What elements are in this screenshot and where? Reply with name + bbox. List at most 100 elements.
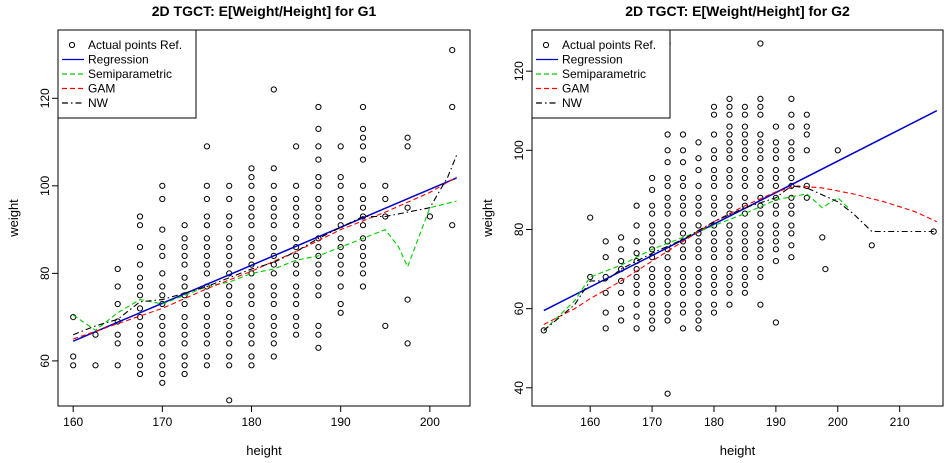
data-point — [757, 238, 764, 245]
data-point — [293, 204, 300, 211]
data-point — [315, 143, 322, 150]
data-point — [726, 95, 733, 103]
data-point — [726, 182, 733, 189]
data-point — [633, 266, 640, 273]
data-point — [695, 273, 702, 281]
data-point — [649, 230, 656, 237]
data-point — [664, 159, 671, 166]
data-point — [359, 204, 367, 211]
data-point — [649, 202, 656, 209]
data-point — [359, 283, 367, 290]
data-point — [226, 314, 233, 321]
data-point — [159, 252, 166, 259]
data-point — [226, 235, 233, 242]
data-point — [248, 195, 255, 203]
data-point — [664, 222, 671, 229]
data-point — [602, 309, 609, 316]
data-point — [679, 266, 687, 273]
data-point — [618, 258, 625, 265]
data-point — [136, 292, 144, 299]
data-point — [270, 292, 277, 299]
data-point — [741, 147, 749, 154]
legend-point-symbol — [68, 41, 76, 49]
data-point — [649, 317, 656, 324]
data-point — [772, 174, 780, 182]
data-point — [710, 155, 718, 162]
data-point — [757, 131, 764, 138]
data-point — [114, 340, 121, 347]
data-point — [726, 147, 733, 154]
x-tick-label: 180 — [241, 415, 261, 429]
data-point — [834, 147, 841, 154]
data-point — [203, 300, 210, 308]
data-point — [695, 210, 702, 217]
data-point — [710, 301, 718, 308]
data-point — [741, 194, 749, 201]
data-point — [757, 254, 764, 261]
y-tick-label: 60 — [512, 302, 526, 316]
series-line-nw — [72, 154, 458, 336]
data-point — [181, 261, 188, 268]
data-point — [618, 277, 625, 284]
data-point — [741, 210, 749, 217]
data-point — [203, 235, 210, 242]
data-point — [664, 309, 671, 316]
data-point — [248, 314, 255, 321]
data-point — [602, 289, 609, 296]
data-point — [70, 362, 77, 369]
data-point — [710, 289, 718, 296]
data-point — [226, 213, 233, 220]
data-point — [633, 301, 640, 308]
data-point — [757, 111, 764, 118]
data-point — [337, 300, 344, 308]
data-point — [679, 281, 687, 288]
data-point — [710, 194, 718, 201]
data-point — [293, 331, 300, 338]
data-point — [159, 270, 166, 277]
data-point — [270, 261, 277, 268]
data-point — [679, 273, 687, 281]
data-point — [404, 296, 411, 303]
data-point — [159, 314, 166, 321]
data-point — [788, 123, 795, 130]
data-point — [664, 273, 671, 281]
x-tick-label: 190 — [331, 415, 351, 429]
data-point — [248, 204, 255, 211]
data-point — [159, 331, 166, 338]
data-point — [203, 331, 210, 338]
data-point — [741, 123, 749, 130]
data-point — [710, 238, 718, 245]
data-point — [649, 325, 656, 332]
data-point — [649, 222, 656, 229]
data-point — [633, 238, 640, 245]
data-point — [226, 222, 233, 229]
series-line-semiparametric — [543, 193, 851, 331]
series-line-semiparametric — [72, 200, 457, 331]
data-point — [159, 226, 166, 233]
data-point — [337, 182, 344, 189]
data-point — [868, 242, 875, 249]
data-point — [315, 331, 322, 338]
data-point — [695, 246, 702, 253]
data-point — [757, 301, 764, 308]
data-point — [695, 238, 702, 245]
data-point — [293, 322, 300, 329]
data-point — [203, 222, 210, 229]
y-tick-label: 40 — [512, 381, 526, 395]
data-point — [248, 165, 255, 172]
data-point — [293, 292, 300, 299]
data-point — [203, 322, 210, 329]
data-point — [337, 252, 344, 259]
data-point — [741, 230, 749, 237]
data-point — [679, 182, 687, 189]
data-point — [136, 370, 144, 378]
data-point — [293, 270, 300, 277]
data-point — [181, 252, 188, 259]
data-point — [315, 261, 322, 268]
data-point — [270, 86, 277, 93]
data-point — [449, 222, 456, 229]
data-point — [788, 202, 795, 209]
data-point — [741, 266, 749, 273]
data-point — [726, 266, 733, 273]
